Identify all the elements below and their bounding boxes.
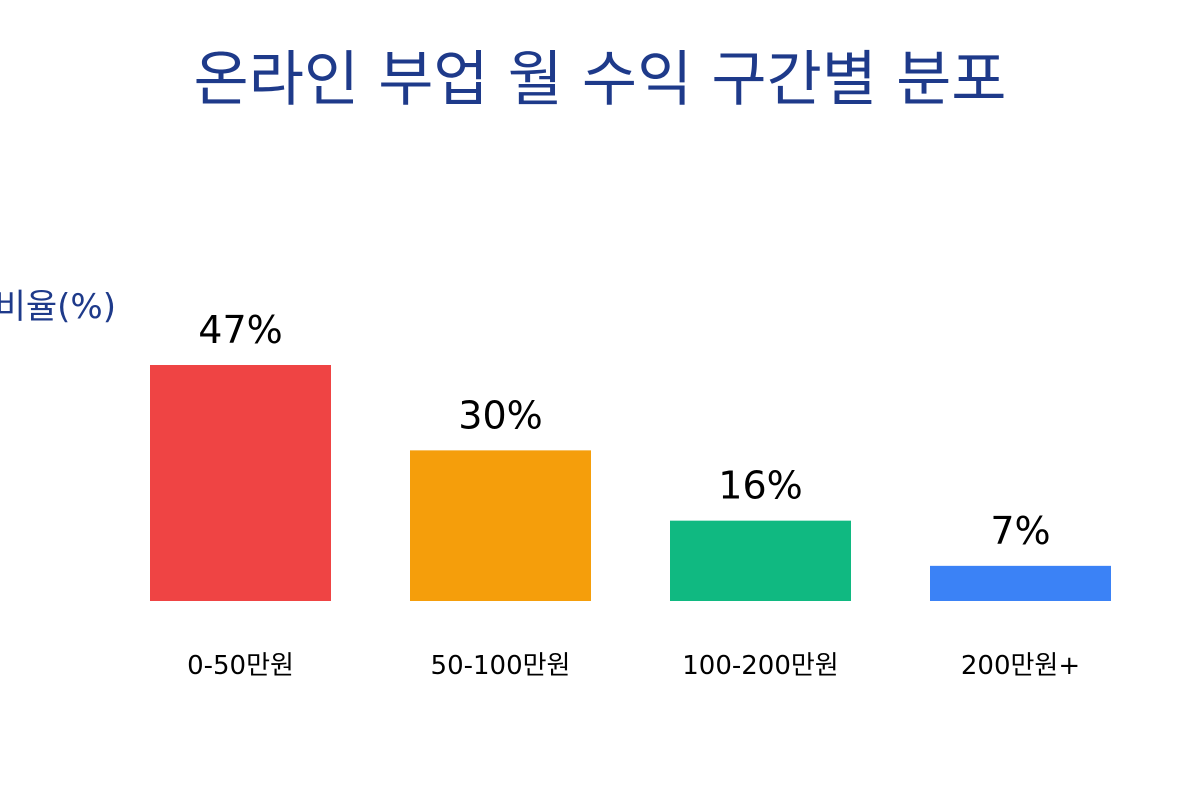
category-label-1: 0-50만원 — [187, 651, 294, 681]
category-label-4: 200만원+ — [961, 651, 1080, 681]
bar-3 — [670, 520, 851, 601]
bars-group: 47% 0-50만원 30% 50-100만원 16% 100-200만원 7% 200만원+ — [150, 308, 1111, 681]
bar-2 — [410, 450, 591, 601]
value-label-1: 47% — [198, 308, 282, 352]
value-label-2: 30% — [458, 393, 542, 437]
value-label-3: 16% — [718, 464, 802, 508]
bar-4 — [930, 565, 1111, 601]
bar-1 — [150, 365, 331, 601]
value-label-4: 7% — [990, 509, 1050, 553]
category-label-3: 100-200만원 — [682, 651, 838, 681]
category-label-2: 50-100만원 — [431, 651, 571, 681]
chart-title: 온라인 부업 월 수익 구간별 분포 — [194, 45, 1007, 115]
y-axis-label: 비율(%) — [0, 287, 116, 327]
